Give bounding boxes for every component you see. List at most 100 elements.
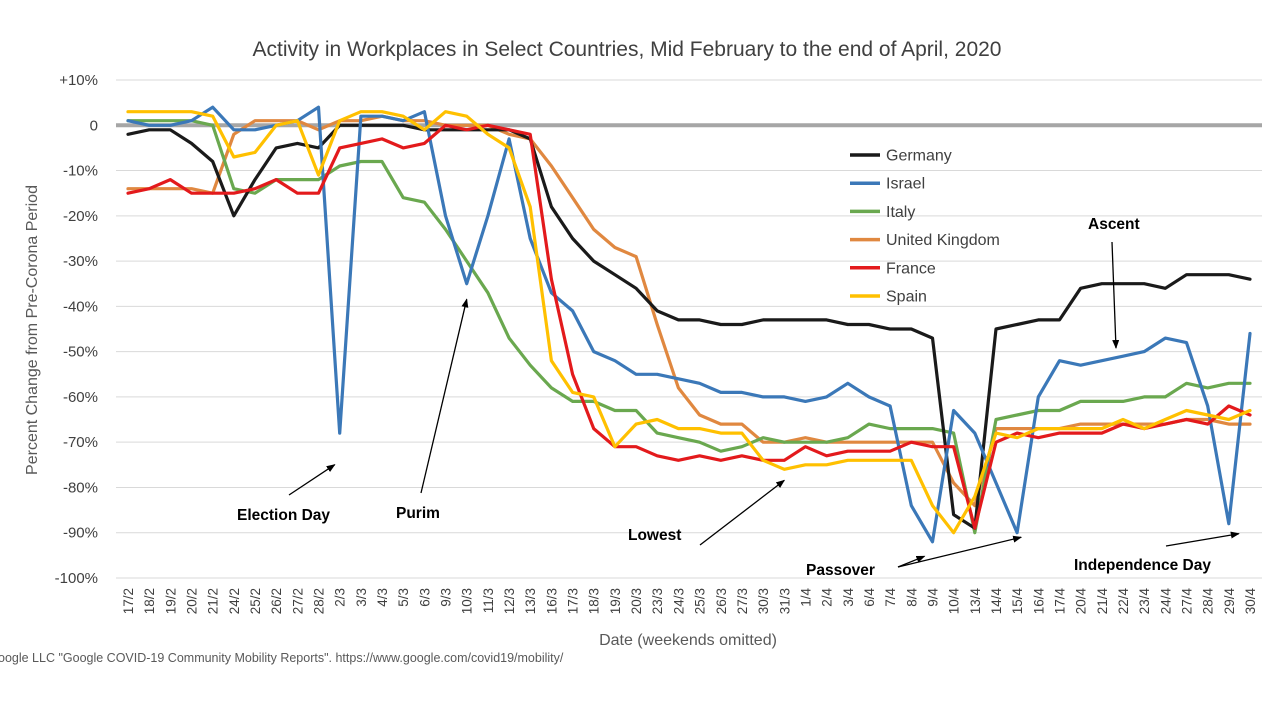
annotation-label: Purim xyxy=(396,505,440,522)
y-tick-label: -30% xyxy=(63,253,98,270)
x-tick-label: 9/3 xyxy=(439,588,454,607)
x-tick-label: 7/4 xyxy=(883,588,898,607)
annotation-arrow xyxy=(420,298,469,494)
x-tick-label: 22/4 xyxy=(1116,588,1131,615)
x-tick-label: 17/2 xyxy=(121,588,136,614)
x-tick-label: 21/2 xyxy=(206,588,221,614)
annotation-label: Independence Day xyxy=(1074,557,1211,574)
x-tick-label: 13/4 xyxy=(968,588,983,615)
x-tick-label: 23/3 xyxy=(650,588,665,614)
series-line-israel xyxy=(126,105,1252,544)
legend-label: France xyxy=(886,260,936,277)
y-tick-label: -10% xyxy=(63,163,98,180)
x-tick-label: 24/3 xyxy=(671,588,686,614)
y-tick-label: -100% xyxy=(55,570,98,587)
x-tick-label: 24/2 xyxy=(227,588,242,614)
x-tick-label: 10/3 xyxy=(460,588,475,614)
x-tick-label: 13/3 xyxy=(523,588,538,614)
x-tick-label: 14/4 xyxy=(989,588,1004,615)
y-tick-label: 0 xyxy=(90,117,98,134)
x-tick-label: 26/2 xyxy=(269,588,284,614)
annotation-label: Election Day xyxy=(237,507,330,524)
annotation-arrow xyxy=(1165,531,1240,547)
y-tick-label: -60% xyxy=(63,389,98,406)
x-tick-label: 11/3 xyxy=(481,588,496,613)
x-tick-label: 24/4 xyxy=(1158,588,1173,615)
x-tick-label: 31/3 xyxy=(777,588,792,614)
x-tick-label: 4/3 xyxy=(375,588,390,607)
y-tick-label: -70% xyxy=(63,434,98,451)
series-line-italy xyxy=(126,119,1252,535)
x-tick-label: 28/2 xyxy=(312,588,327,614)
x-tick-label: 29/4 xyxy=(1222,588,1237,615)
annotation-label: Passover xyxy=(806,562,875,579)
y-tick-label: -80% xyxy=(63,479,98,496)
y-tick-label: -20% xyxy=(63,208,98,225)
legend-label: United Kingdom xyxy=(886,232,1000,249)
x-tick-label: 8/4 xyxy=(904,588,919,607)
x-tick-label: 15/4 xyxy=(1010,588,1025,615)
x-tick-label: 30/4 xyxy=(1243,588,1258,615)
legend-label: Israel xyxy=(886,176,925,193)
legend-label: Spain xyxy=(886,289,927,306)
series-line-france xyxy=(126,123,1252,530)
series-line-spain xyxy=(126,110,1252,535)
x-tick-label: 25/2 xyxy=(248,588,263,614)
x-tick-label: 20/3 xyxy=(629,588,644,614)
x-tick-label: 30/3 xyxy=(756,588,771,614)
x-tick-label: 1/4 xyxy=(798,588,813,607)
y-tick-label: -50% xyxy=(63,344,98,361)
legend: Germany Israel Italy United Kingdom France Sp… xyxy=(850,148,1000,306)
x-tick-label: 3/3 xyxy=(354,588,369,607)
annotation-arrow xyxy=(897,555,926,568)
chart-title: Activity in Workplaces in Select Countri… xyxy=(253,38,1002,61)
x-tick-label: 9/4 xyxy=(925,588,940,607)
y-tick-label: -90% xyxy=(63,525,98,542)
y-tick-label: +10% xyxy=(59,72,98,89)
x-tick-label: 12/3 xyxy=(502,588,517,614)
x-tick-label: 19/2 xyxy=(163,588,178,614)
x-tick-label: 5/3 xyxy=(396,588,411,607)
x-tick-label: 17/3 xyxy=(566,588,581,614)
x-tick-label: 25/3 xyxy=(693,588,708,614)
annotation-label: Lowest xyxy=(628,527,681,544)
series-line-united-kingdom xyxy=(126,114,1252,508)
x-tick-label: 16/4 xyxy=(1031,588,1046,615)
gridlines xyxy=(116,79,1262,579)
annotation-arrow xyxy=(699,479,786,546)
y-tick-label: -40% xyxy=(63,298,98,315)
x-axis: 17/2 18/2 19/2 20/2 21/2 24/2 25/2 26/2 27/2 28/2… xyxy=(121,588,1258,615)
x-tick-label: 17/4 xyxy=(1052,588,1067,615)
x-tick-label: 18/3 xyxy=(587,588,602,614)
y-axis-title: Percent Change from Pre-Corona Period xyxy=(24,185,41,475)
x-tick-label: 28/4 xyxy=(1201,588,1216,615)
x-tick-label: 16/3 xyxy=(544,588,559,614)
x-tick-label: 26/3 xyxy=(714,588,729,614)
x-tick-label: 20/4 xyxy=(1074,588,1089,615)
x-tick-label: 23/4 xyxy=(1137,588,1152,615)
x-tick-label: 21/4 xyxy=(1095,588,1110,615)
x-tick-label: 27/3 xyxy=(735,588,750,614)
x-tick-label: 2/3 xyxy=(333,588,348,607)
x-tick-label: 3/4 xyxy=(841,588,856,607)
annotation-arrow xyxy=(288,464,336,496)
annotation-label: Ascent xyxy=(1088,216,1140,233)
x-tick-label: 6/4 xyxy=(862,588,877,607)
x-tick-label: 27/4 xyxy=(1179,588,1194,615)
annotation-arrow xyxy=(1111,241,1120,349)
annotations: Election Day Purim Lowest Passover Ascent Ind… xyxy=(237,216,1240,579)
x-tick-label: 27/2 xyxy=(290,588,305,614)
x-tick-label: 10/4 xyxy=(947,588,962,615)
series-lines xyxy=(126,105,1252,544)
x-tick-label: 19/3 xyxy=(608,588,623,614)
legend-label: Italy xyxy=(886,204,915,221)
legend-label: Germany xyxy=(886,148,952,165)
x-tick-label: 2/4 xyxy=(820,588,835,607)
x-tick-label: 20/2 xyxy=(185,588,200,614)
x-axis-title: Date (weekends omitted) xyxy=(599,632,777,649)
y-axis: +10% 0 -10% -20% -30% -40% -50% -60% -70% -80% -90… xyxy=(55,72,98,587)
source-note: oogle LLC "Google COVID-19 Community Mob… xyxy=(0,651,564,665)
annotation-arrow xyxy=(897,535,1023,568)
series-line-germany xyxy=(126,123,1252,530)
